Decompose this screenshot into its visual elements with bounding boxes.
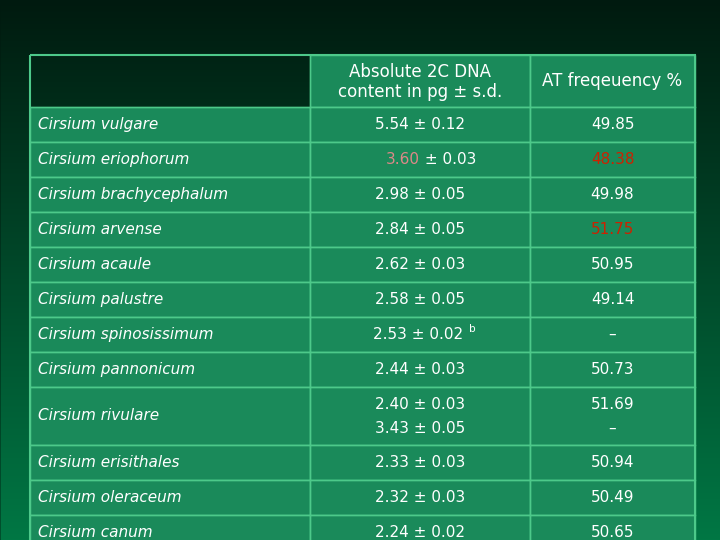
Text: 2.24 ± 0.02: 2.24 ± 0.02 [375, 525, 465, 540]
Text: 50.73: 50.73 [590, 362, 634, 377]
Text: Absolute 2C DNA: Absolute 2C DNA [349, 63, 491, 81]
Text: content in pg ± s.d.: content in pg ± s.d. [338, 84, 502, 102]
Bar [30, 212, 310, 247]
Text: 3.43 ± 0.05: 3.43 ± 0.05 [375, 421, 465, 436]
Text: Cirsium pannonicum: Cirsium pannonicum [38, 362, 195, 377]
Text: Cirsium vulgare: Cirsium vulgare [38, 117, 158, 132]
Text: 50.95: 50.95 [590, 257, 634, 272]
Bar [310, 142, 530, 177]
Bar [530, 247, 695, 282]
Bar [530, 352, 695, 387]
Bar [310, 107, 530, 142]
Bar [310, 352, 530, 387]
Text: 51.69: 51.69 [590, 397, 634, 412]
Bar [30, 480, 310, 515]
Bar [30, 107, 310, 142]
Bar [30, 282, 310, 317]
Text: –: – [608, 421, 616, 436]
Text: –: – [608, 327, 616, 342]
Bar [30, 445, 310, 480]
Bar [310, 387, 530, 445]
Text: AT freqeuency %: AT freqeuency % [542, 72, 683, 90]
Bar [530, 142, 695, 177]
Text: 2.98 ± 0.05: 2.98 ± 0.05 [375, 187, 465, 202]
Text: 2.40 ± 0.03: 2.40 ± 0.03 [375, 397, 465, 412]
Bar [310, 55, 530, 107]
Text: b: b [469, 323, 475, 334]
Text: Cirsium brachycephalum: Cirsium brachycephalum [38, 187, 228, 202]
Text: Cirsium acaule: Cirsium acaule [38, 257, 151, 272]
Bar [530, 282, 695, 317]
Text: Cirsium spinosissimum: Cirsium spinosissimum [38, 327, 214, 342]
Bar [310, 212, 530, 247]
Bar [310, 515, 530, 540]
Bar [30, 317, 310, 352]
Text: 2.32 ± 0.03: 2.32 ± 0.03 [375, 490, 465, 505]
Bar [30, 515, 310, 540]
Bar [310, 317, 530, 352]
Text: Cirsium oleraceum: Cirsium oleraceum [38, 490, 181, 505]
Bar [30, 247, 310, 282]
Text: ± 0.03: ± 0.03 [420, 152, 477, 167]
Bar [530, 445, 695, 480]
Bar [30, 352, 310, 387]
Bar [310, 247, 530, 282]
Text: 2.53 ± 0.02: 2.53 ± 0.02 [373, 327, 463, 342]
Text: 49.85: 49.85 [590, 117, 634, 132]
Bar [530, 317, 695, 352]
Text: 48.38: 48.38 [590, 152, 634, 167]
Text: 51.75: 51.75 [591, 222, 634, 237]
Text: Cirsium erisithales: Cirsium erisithales [38, 455, 179, 470]
Text: 5.54 ± 0.12: 5.54 ± 0.12 [375, 117, 465, 132]
Text: 49.98: 49.98 [590, 187, 634, 202]
Bar [530, 177, 695, 212]
Bar [310, 282, 530, 317]
Bar [530, 212, 695, 247]
Bar [310, 445, 530, 480]
Bar [530, 515, 695, 540]
Text: 2.33 ± 0.03: 2.33 ± 0.03 [375, 455, 465, 470]
Bar [30, 387, 310, 445]
Text: 2.84 ± 0.05: 2.84 ± 0.05 [375, 222, 465, 237]
Text: Cirsium rivulare: Cirsium rivulare [38, 408, 159, 423]
Text: 2.44 ± 0.03: 2.44 ± 0.03 [375, 362, 465, 377]
Bar [310, 177, 530, 212]
Text: Cirsium palustre: Cirsium palustre [38, 292, 163, 307]
Bar [530, 387, 695, 445]
Bar [30, 142, 310, 177]
Text: Cirsium eriophorum: Cirsium eriophorum [38, 152, 189, 167]
Bar [530, 480, 695, 515]
Text: 50.65: 50.65 [590, 525, 634, 540]
Text: 50.94: 50.94 [590, 455, 634, 470]
Text: 3.60: 3.60 [386, 152, 420, 167]
Text: 49.14: 49.14 [590, 292, 634, 307]
Text: Cirsium canum: Cirsium canum [38, 525, 153, 540]
Text: Cirsium arvense: Cirsium arvense [38, 222, 162, 237]
Bar [30, 177, 310, 212]
Text: 50.49: 50.49 [590, 490, 634, 505]
Bar [310, 480, 530, 515]
Text: 2.62 ± 0.03: 2.62 ± 0.03 [375, 257, 465, 272]
Bar [530, 107, 695, 142]
Text: 2.58 ± 0.05: 2.58 ± 0.05 [375, 292, 465, 307]
Bar [530, 55, 695, 107]
